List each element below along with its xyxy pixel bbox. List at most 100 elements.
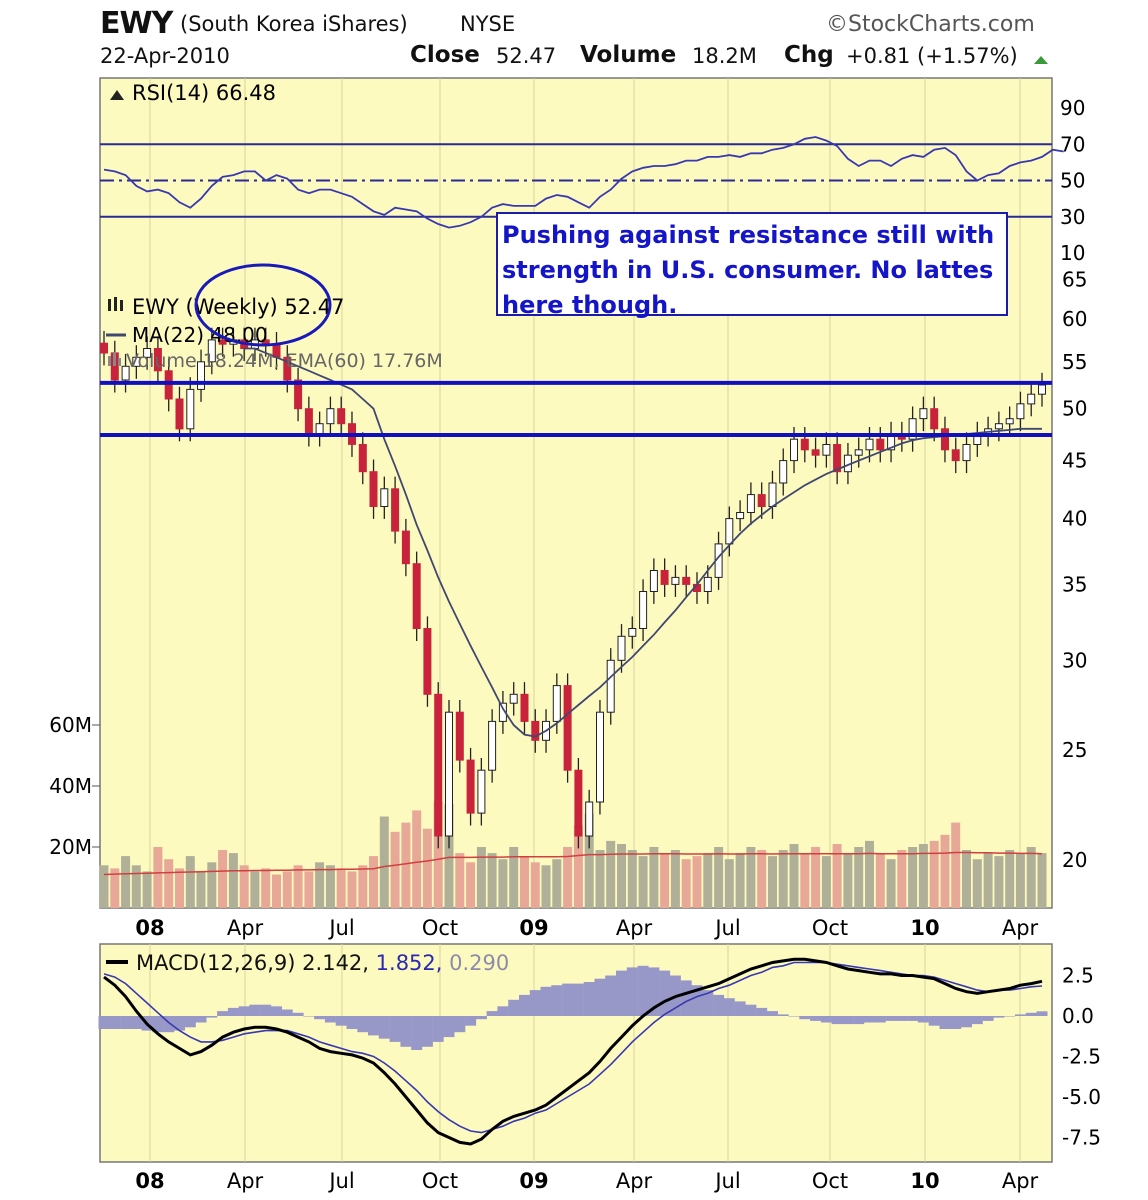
volume-bar [929,840,939,908]
volume-bar [724,859,734,908]
rsi-y-tick-label: 90 [1060,96,1085,120]
rsi-y-tick-label: 30 [1060,205,1085,229]
candle-body [401,530,410,565]
rsi-y-tick-label: 50 [1060,169,1085,193]
volume-bar [530,862,540,909]
macd-histogram-bar [982,1016,994,1021]
volume-bar [422,828,432,908]
macd-histogram-bar [260,1004,272,1016]
header-symbol: EWY [100,6,173,41]
macd-histogram-bar [163,1016,175,1033]
candle-body [509,693,518,704]
volume-bar [175,868,184,908]
header-name: (South Korea iShares) [180,12,408,36]
x-tick-label: Oct [422,916,458,940]
candle-body [132,356,141,367]
candle-body [833,444,842,473]
volume-bar [164,859,174,908]
macd-histogram-bar [680,980,692,1016]
macd-histogram-bar [572,983,584,1016]
candle-body [585,801,594,837]
candle-body [445,711,453,837]
macd-histogram-bar [109,1016,121,1029]
volume-bar [1015,853,1025,908]
volume-bar [832,844,842,908]
x-tick-label: Jul [327,916,354,940]
volume-bar [261,868,271,908]
volume-bar [218,850,228,908]
volume-bar [466,862,476,909]
candle-body [423,628,432,695]
macd-histogram-bar [443,1016,455,1038]
macd-histogram-bar [421,1016,433,1047]
price-y-tick-label: 55 [1062,350,1087,374]
candle-body [800,438,809,451]
candle-body [531,720,540,741]
macd-histogram-bar [874,1016,886,1023]
candle-body [304,408,313,435]
macd-histogram-bar [756,1007,768,1016]
candle-body [617,635,626,661]
macd-histogram-bar [540,986,552,1016]
volume-bar [110,868,120,908]
volume-bar [638,856,648,908]
macd-histogram-bar [335,1016,347,1026]
macd-histogram-bar [206,1016,218,1018]
candle-body [703,576,712,593]
x-tick-label: Apr [227,916,264,940]
volume-bar [433,801,443,909]
x-tick-label: Apr [1002,916,1039,940]
header-chg-value: +0.81 (+1.57%) [846,44,1018,68]
volume-bar [897,850,907,908]
macd-histogram-bar [777,1014,789,1016]
macd-x-tick-label: Jul [713,1169,740,1193]
price-legend-icon [120,300,123,311]
rsi-legend: RSI(14) 66.48 [132,81,276,105]
candle-body [315,423,324,435]
price-legend-icon [114,297,117,311]
volume-bar [886,859,896,908]
macd-histogram-bar [896,1016,908,1021]
macd-histogram-bar [357,1016,369,1033]
candle-body [186,388,195,430]
macd-y-tick-label: 0.0 [1062,1004,1094,1028]
ma22-line [244,347,1042,738]
macd-histogram-bar [702,990,714,1016]
macd-histogram-bar [400,1016,412,1047]
volume-bar [358,865,368,908]
candle-body [455,711,464,761]
macd-histogram-bar [745,1004,757,1016]
candle-body [994,423,1003,430]
macd-histogram-bar [271,1006,282,1016]
x-tick-label: 08 [135,916,164,940]
candle-body [757,494,766,508]
volume-bar [239,865,249,908]
candle-body [779,460,788,484]
candle-body [207,339,216,363]
macd-histogram-bar [713,994,725,1016]
volume-bar [865,840,874,908]
macd-histogram-bar [961,1016,972,1028]
macd-x-tick-label: 10 [910,1169,939,1193]
volume-bar [498,859,508,908]
volume-bar [951,822,961,908]
volume-bar [196,871,206,908]
macd-histogram-bar [120,1016,132,1029]
volume-bar [228,853,238,908]
volume-bar [627,850,637,908]
macd-histogram-bar [691,985,703,1016]
candle-body [811,449,820,456]
candle-body [121,365,130,381]
macd-histogram-bar [605,975,617,1016]
macd-histogram-bar [475,1016,487,1020]
candle-body [175,398,184,430]
volume-bar [908,847,918,908]
macd-histogram-bar [939,1016,951,1029]
rsi-y-tick-label: 70 [1060,132,1085,156]
candle-body [498,702,507,722]
candle-body [294,379,303,410]
volume-bar [972,859,982,908]
volume-bar [940,834,950,908]
candle-body [218,339,227,345]
candle-body [919,408,928,420]
